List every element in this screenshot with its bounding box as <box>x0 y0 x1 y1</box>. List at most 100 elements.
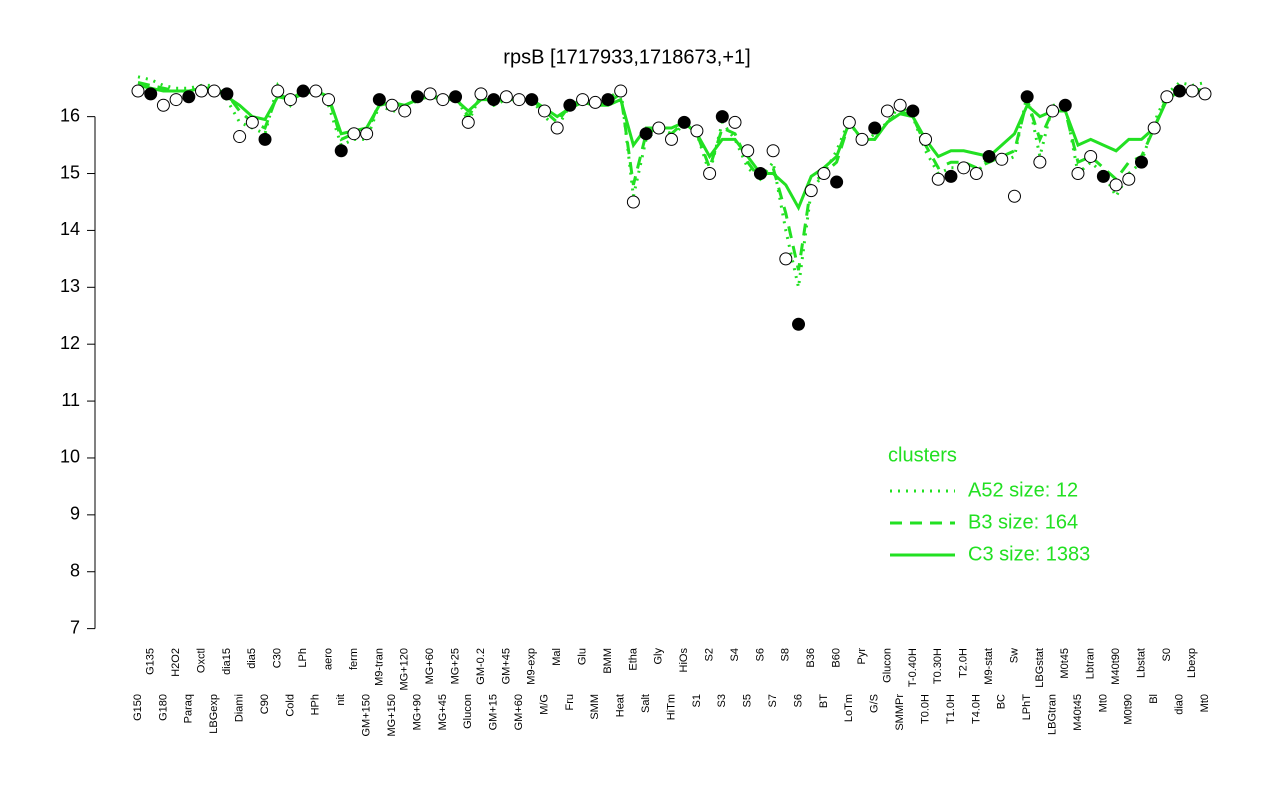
data-point <box>601 93 615 107</box>
x-tick-label: Etha <box>627 647 639 671</box>
x-tick-label: HiTm <box>665 694 677 720</box>
x-tick-label: LoTm <box>843 694 855 722</box>
y-tick-label: 7 <box>70 617 80 637</box>
data-point <box>169 93 183 107</box>
y-tick-label: 15 <box>60 162 80 182</box>
data-point <box>753 167 767 181</box>
x-tick-label: MG+25 <box>449 648 461 684</box>
x-tick-label: Glucon <box>881 648 893 683</box>
x-tick-label: aero <box>322 648 334 670</box>
x-tick-label: T2.0H <box>958 648 970 678</box>
data-point <box>1134 155 1148 169</box>
x-tick-label: SMMPr <box>894 694 906 731</box>
data-point <box>868 121 882 135</box>
data-point <box>1020 90 1034 104</box>
x-tick-label: G180 <box>157 694 169 721</box>
legend-label: B3 size: 164 <box>968 511 1078 533</box>
data-point <box>1109 178 1123 192</box>
data-point <box>322 93 336 107</box>
x-tick-label: BMM <box>602 648 614 674</box>
x-tick-label: S0 <box>1161 648 1173 661</box>
data-point <box>741 144 755 158</box>
x-tick-label: Pyr <box>856 648 868 665</box>
data-point <box>677 115 691 129</box>
data-point <box>410 90 424 104</box>
x-tick-label: LBGstat <box>1034 648 1046 688</box>
x-tick-label: GM+15 <box>488 694 500 730</box>
x-tick-label: GM+45 <box>500 648 512 684</box>
data-point <box>385 98 399 112</box>
x-tick-label: Mt0 <box>1097 694 1109 712</box>
data-point <box>855 132 869 146</box>
x-tick-label: T0.30H <box>932 648 944 684</box>
x-tick-label: S2 <box>704 648 716 661</box>
data-point <box>690 124 704 138</box>
x-tick-label: Salt <box>640 694 652 713</box>
y-tick-label: 8 <box>70 560 80 580</box>
x-tick-label: MG+60 <box>424 648 436 684</box>
data-point <box>207 84 221 98</box>
data-point <box>715 110 729 124</box>
x-tick-label: C90 <box>259 694 271 714</box>
x-tick-label: T-0.40H <box>907 648 919 687</box>
data-point <box>499 90 513 104</box>
x-tick-label: GM+60 <box>513 694 525 730</box>
data-point <box>563 98 577 112</box>
x-tick-label: M40t45 <box>1072 694 1084 731</box>
x-tick-label: M/G <box>538 694 550 715</box>
data-point <box>919 132 933 146</box>
data-point <box>703 167 717 181</box>
data-point <box>614 84 628 98</box>
x-tick-label: MG+150 <box>386 694 398 737</box>
x-tick-label: G135 <box>145 648 157 675</box>
legend-title: clusters <box>888 444 957 466</box>
y-tick-label: 13 <box>60 276 80 296</box>
data-point <box>830 175 844 189</box>
x-tick-label: dia0 <box>1174 694 1186 715</box>
data-point <box>550 121 564 135</box>
data-point <box>1071 167 1085 181</box>
x-tick-label: S6 <box>792 694 804 707</box>
data-point <box>182 90 196 104</box>
x-tick-label: Lbtran <box>1085 648 1097 679</box>
y-tick-label: 12 <box>60 333 80 353</box>
data-point <box>1185 84 1199 98</box>
x-tick-label: Lbexp <box>1186 648 1198 678</box>
y-tick-label: 10 <box>60 447 80 467</box>
x-tick-label: S1 <box>691 694 703 707</box>
data-point <box>296 84 310 98</box>
x-tick-label: MG+90 <box>411 694 423 730</box>
x-tick-label: dia5 <box>246 648 258 669</box>
data-point <box>931 172 945 186</box>
data-point <box>372 93 386 107</box>
data-point <box>220 87 234 101</box>
data-point <box>1084 149 1098 163</box>
x-tick-label: MG+45 <box>437 694 449 730</box>
data-point <box>271 84 285 98</box>
data-point <box>233 130 247 144</box>
data-point <box>1033 155 1047 169</box>
x-tick-label: G150 <box>132 694 144 721</box>
x-tick-label: nit <box>335 694 347 706</box>
legend-label: C3 size: 1383 <box>968 543 1090 565</box>
data-point <box>398 104 412 118</box>
cluster-line <box>137 81 1206 271</box>
x-tick-label: Bl <box>1148 694 1160 704</box>
x-tick-label: T0.0H <box>919 694 931 724</box>
data-point <box>423 87 437 101</box>
data-point <box>1007 189 1021 203</box>
y-tick-label: 16 <box>60 105 80 125</box>
data-point <box>131 84 145 98</box>
data-point <box>258 132 272 146</box>
chart-title: rpsB [1717933,1718673,+1] <box>503 46 750 68</box>
y-tick-label: 9 <box>70 504 80 524</box>
data-point <box>512 93 526 107</box>
data-point <box>1147 121 1161 135</box>
x-tick-label: ferm <box>348 648 360 670</box>
data-point <box>779 252 793 266</box>
x-tick-label: dia15 <box>221 648 233 675</box>
data-point <box>817 167 831 181</box>
x-tick-label: S7 <box>767 694 779 707</box>
x-tick-label: Gly <box>653 648 665 665</box>
x-tick-label: B36 <box>805 648 817 668</box>
